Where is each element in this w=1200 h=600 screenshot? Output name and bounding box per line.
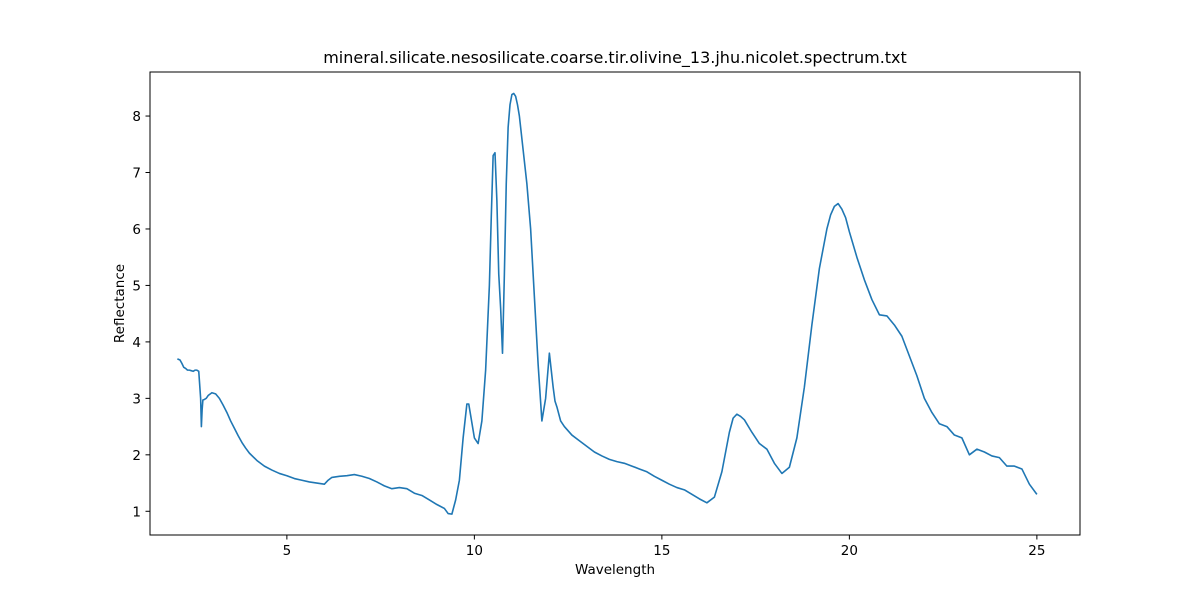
y-tick-label: 4: [132, 335, 141, 351]
x-tick-label: 25: [1028, 543, 1045, 559]
axes-background: [150, 72, 1080, 535]
chart-title: mineral.silicate.nesosilicate.coarse.tir…: [323, 48, 907, 68]
x-tick-label: 20: [841, 543, 858, 559]
y-tick-label: 2: [132, 448, 141, 464]
x-tick-label: 15: [653, 543, 670, 559]
x-axis-label: Wavelength: [575, 562, 655, 578]
y-tick-label: 6: [132, 222, 141, 238]
y-tick-label: 3: [132, 391, 141, 407]
y-tick-label: 5: [132, 278, 141, 294]
y-axis-label: Reflectance: [112, 264, 128, 343]
y-tick-label: 7: [132, 166, 141, 182]
x-tick-label: 5: [283, 543, 292, 559]
x-tick-label: 10: [466, 543, 483, 559]
plot-area: [150, 72, 1080, 535]
y-tick-label: 8: [132, 109, 141, 125]
y-tick-label: 1: [132, 504, 141, 520]
